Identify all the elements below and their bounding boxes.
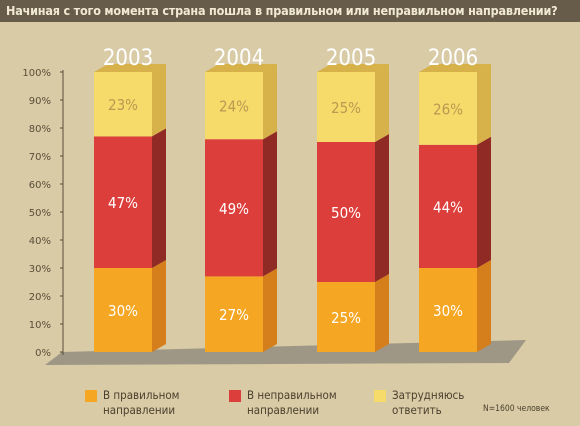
bar-segment [317, 142, 375, 282]
y-tick-label: 100% [22, 68, 51, 79]
value-label: 24% [219, 98, 249, 116]
bar-segment-side [477, 260, 491, 352]
legend-label: В неправильном направлении [247, 388, 337, 417]
value-label: 26% [433, 100, 463, 118]
bar-segment-side [263, 64, 277, 140]
value-label: 30% [433, 302, 463, 320]
y-tick-label: 50% [29, 208, 51, 219]
value-label: 50% [331, 204, 361, 222]
y-tick-label: 30% [29, 264, 51, 275]
year-label: 2006 [428, 46, 478, 71]
value-label: 23% [108, 96, 138, 114]
legend-swatch-red [229, 390, 241, 402]
bar-segment-side [263, 268, 277, 352]
y-tick-label: 70% [29, 152, 51, 163]
year-label: 2005 [326, 46, 376, 71]
bar-segment-side [263, 131, 277, 277]
bar-segment-side [375, 64, 389, 142]
bar-segment-side [375, 274, 389, 352]
bar-segment [205, 72, 263, 140]
value-label: 47% [108, 194, 138, 212]
chart-title: Начиная с того момента страна пошла в пр… [6, 3, 558, 18]
bar-segment [419, 144, 477, 268]
title-bar: Начиная с того момента страна пошла в пр… [0, 0, 580, 22]
bar-segment [317, 282, 375, 352]
y-tick-label: 0% [35, 348, 51, 359]
y-tick-label: 80% [29, 124, 51, 135]
value-label: 25% [331, 309, 361, 327]
bar-segment-side [152, 260, 166, 352]
bar-2005 [317, 64, 389, 352]
value-label: 44% [433, 198, 463, 216]
bar-segment-side [152, 128, 166, 268]
value-label: 27% [219, 306, 249, 324]
bar-2004 [205, 64, 277, 352]
y-tick-label: 20% [29, 292, 51, 303]
y-tick-label: 40% [29, 236, 51, 247]
bar-2003 [94, 64, 166, 352]
bar-top [317, 64, 389, 72]
bar-2006 [419, 64, 491, 352]
bar-top [419, 64, 491, 72]
bar-segment [94, 72, 152, 137]
legend-swatch-orange [85, 390, 97, 402]
legend-swatch-yellow [374, 390, 386, 402]
bar-segment [419, 72, 477, 145]
value-label: 49% [219, 200, 249, 218]
bar-segment-side [152, 64, 166, 137]
value-label: 30% [108, 302, 138, 320]
bar-segment-side [375, 134, 389, 282]
legend-label: В правильном направлении [103, 388, 180, 417]
bar-segment [317, 72, 375, 142]
legend-label: Затрудняюсь ответить [392, 388, 465, 417]
bar-segment [205, 139, 263, 277]
year-label: 2003 [103, 46, 153, 71]
bar-segment [419, 268, 477, 352]
chart-floor [45, 340, 526, 365]
y-tick-label: 90% [29, 96, 51, 107]
bar-top [94, 64, 166, 72]
sample-size-note: N=1600 человек [483, 404, 550, 414]
bar-top [205, 64, 277, 72]
year-label: 2004 [214, 46, 264, 71]
bar-segment-side [477, 136, 491, 268]
bar-segment-side [477, 64, 491, 145]
y-tick-label: 60% [29, 180, 51, 191]
value-label: 25% [331, 99, 361, 117]
bar-segment [94, 268, 152, 352]
bar-segment [94, 136, 152, 268]
y-tick-label: 10% [29, 320, 51, 331]
bar-segment [205, 276, 263, 352]
stacked-bar-chart: 0% 10% 20% 30% 40% 50% 60% 70% 80% 90% 100% 30% 47%… [22, 46, 526, 365]
